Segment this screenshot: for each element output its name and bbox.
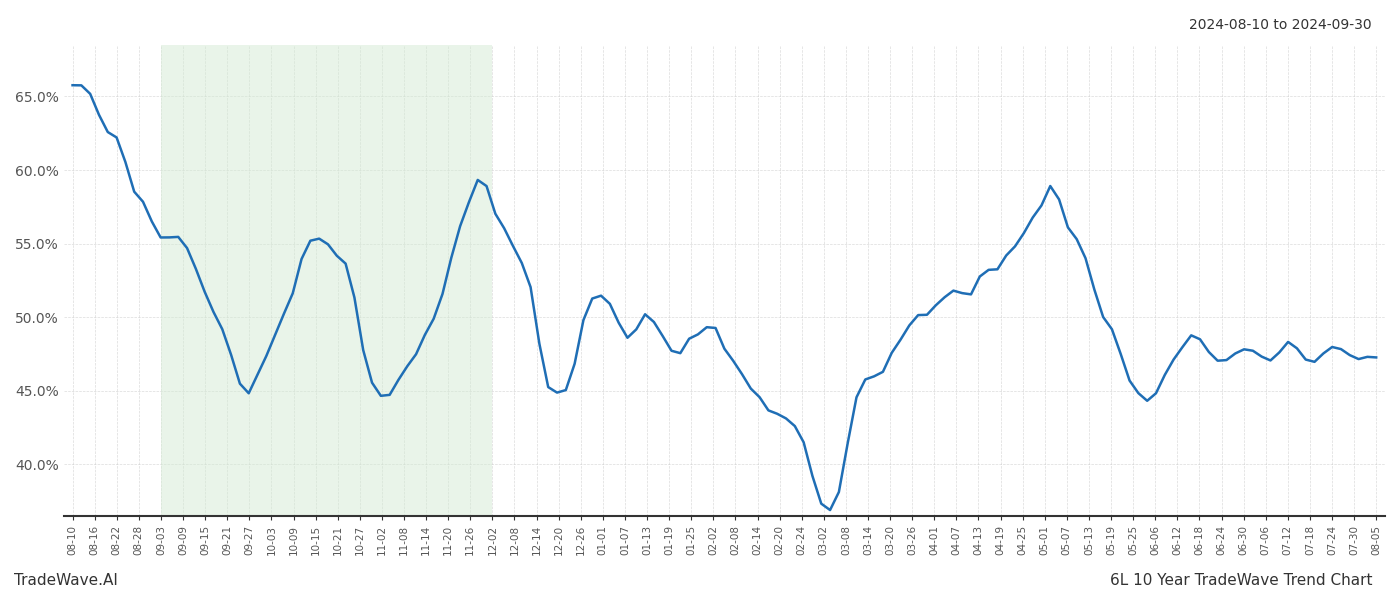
Text: 6L 10 Year TradeWave Trend Chart: 6L 10 Year TradeWave Trend Chart [1109, 573, 1372, 588]
Bar [161, 45, 493, 516]
Text: TradeWave.AI: TradeWave.AI [14, 573, 118, 588]
Text: 2024-08-10 to 2024-09-30: 2024-08-10 to 2024-09-30 [1190, 18, 1372, 32]
